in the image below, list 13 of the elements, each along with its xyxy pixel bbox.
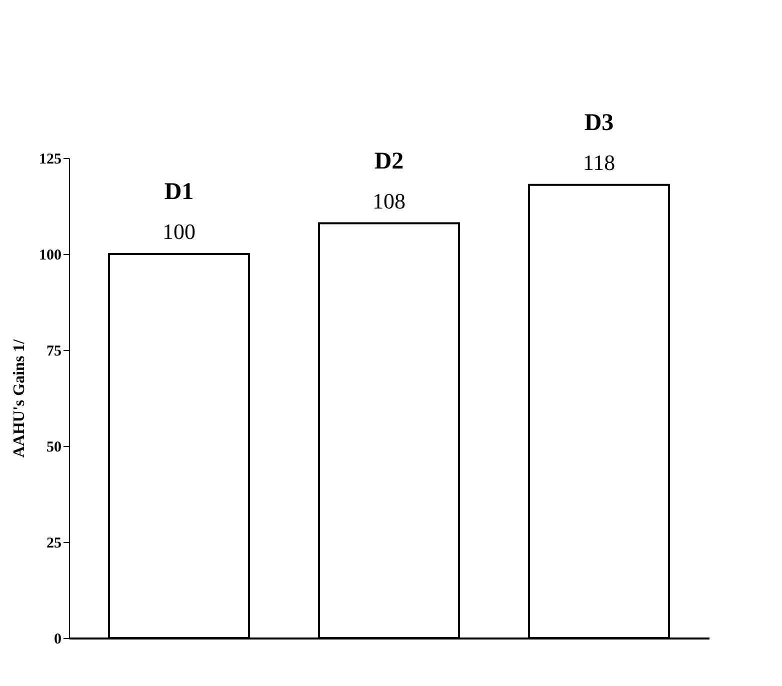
y-tick-label: 0 [54,632,62,648]
y-tick-label: 100 [39,248,62,264]
y-axis-title: AAHU's Gains 1/ [11,338,28,458]
y-tick-label: 75 [46,344,62,360]
y-tick-label: 50 [46,440,62,456]
x-tick-label: D1 [164,179,194,205]
x-tick-label: D3 [584,110,614,136]
data-label: 118 [582,150,616,175]
x-tick-label: D2 [374,148,404,174]
y-tick-label: 125 [39,152,62,168]
data-label: 108 [372,188,406,214]
y-tick-label: 25 [46,536,62,552]
data-label: 100 [162,219,196,244]
